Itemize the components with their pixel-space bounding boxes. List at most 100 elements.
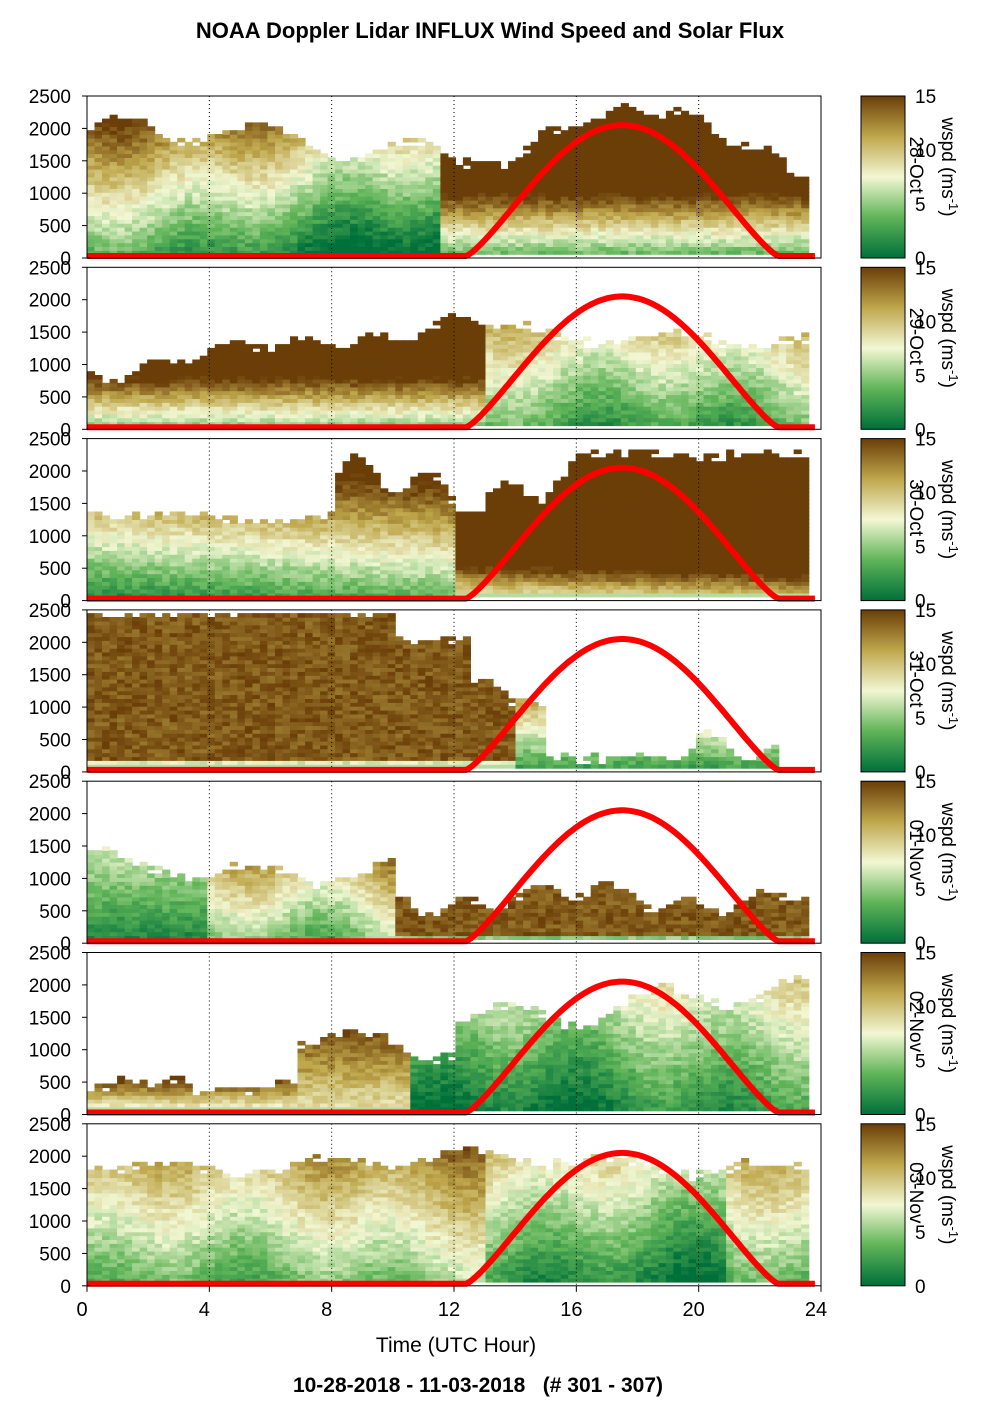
heatmap-cell [297,230,306,236]
heatmap-cell [305,344,314,349]
heatmap-cell [650,126,659,131]
heatmap-cell [590,223,599,228]
heatmap-cell [560,246,569,251]
heatmap-cell [222,398,231,403]
heatmap-cell [94,230,103,236]
heatmap-cell [192,219,201,224]
heatmap-cell [162,406,171,411]
heatmap-cell [365,188,374,193]
heatmap-cell [229,153,238,158]
heatmap-cell [342,355,351,361]
heatmap-cell [282,172,291,178]
heatmap-cell [440,413,449,419]
heatmap-cell [613,203,622,209]
heatmap-cell [380,363,389,368]
heatmap-cell [538,409,547,415]
heatmap-cell [267,141,276,147]
heatmap-cell [290,176,299,182]
heatmap-cell [425,168,434,174]
heatmap-cell [320,184,329,189]
heatmap-cell [267,192,276,197]
heatmap-cell [214,355,223,361]
heatmap-cell [613,227,622,232]
heatmap-cell [139,367,148,372]
heatmap-cell [395,172,404,178]
heatmap-cell [387,161,396,166]
heatmap-cell [147,184,156,189]
heatmap-cell [673,172,682,178]
heatmap-cell [485,413,494,419]
heatmap-cell [275,211,284,217]
heatmap-cell [500,402,509,407]
heatmap-cell [169,413,178,419]
heatmap-cell [538,347,547,353]
heatmap-cell [372,238,381,244]
heatmap-cell [357,394,366,399]
heatmap-cell [793,234,802,240]
heatmap-cell [493,250,502,255]
heatmap-cell [500,347,509,353]
heatmap-cell [312,242,321,247]
heatmap-cell [387,344,396,349]
heatmap-cell [425,332,434,337]
heatmap-cell [786,192,795,197]
heatmap-cell [87,390,96,396]
heatmap-cell [290,211,299,217]
heatmap-cell [500,371,509,376]
heatmap-cell [508,234,517,240]
heatmap-cell [681,250,690,255]
heatmap-cell [523,398,532,403]
heatmap-cell [620,340,629,345]
heatmap-cell [207,215,216,220]
heatmap-cell [305,157,314,162]
heatmap-cell [568,172,577,178]
heatmap-cell [793,180,802,186]
heatmap-cell [259,230,268,236]
heatmap-cell [628,246,637,251]
heatmap-cell [553,242,562,247]
heatmap-cell [162,161,171,166]
heatmap-cell [177,402,186,407]
heatmap-cell [244,172,253,178]
heatmap-cell [635,246,644,251]
heatmap-cell [199,390,208,396]
heatmap-cell [515,336,524,341]
heatmap-cell [297,351,306,357]
heatmap-cell [327,347,336,353]
heatmap-cell [440,172,449,178]
heatmap-cell [132,207,141,213]
heatmap-cell [109,176,118,182]
heatmap-cell [124,386,133,392]
heatmap-cell [372,234,381,240]
heatmap-cell [530,184,539,189]
heatmap-cell [462,402,471,407]
heatmap-cell [628,134,637,139]
heatmap-cell [786,223,795,228]
heatmap-cell [109,137,118,143]
heatmap-cell [177,219,186,224]
heatmap-cell [650,176,659,182]
heatmap-cell [387,234,396,240]
heatmap-cell [763,219,772,224]
heatmap-cell [207,188,216,193]
heatmap-cell [665,157,674,162]
heatmap-cell [117,390,126,396]
heatmap-cell [598,118,607,124]
heatmap-cell [282,196,291,201]
heatmap-cell [440,347,449,353]
heatmap-cell [162,176,171,182]
heatmap-cell [290,149,299,155]
heatmap-cell [523,347,532,353]
heatmap-cell [425,409,434,415]
heatmap-cell [312,234,321,240]
heatmap-cell [447,378,456,384]
heatmap-cell [357,219,366,224]
heatmap-cell [515,207,524,213]
heatmap-cell [335,406,344,411]
heatmap-cell [440,417,449,423]
heatmap-cell [545,242,554,247]
heatmap-cell [470,184,479,189]
heatmap-cell [147,421,156,427]
heatmap-cell [763,215,772,220]
heatmap-cell [350,234,359,240]
